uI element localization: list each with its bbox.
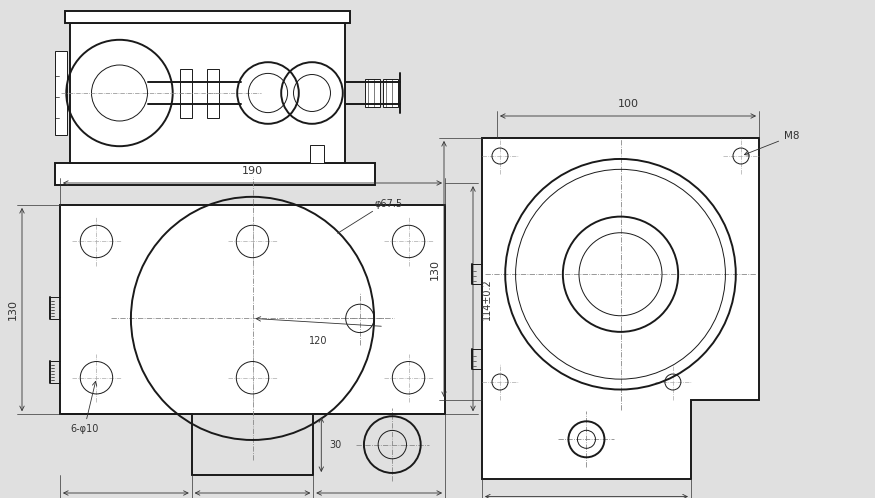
Text: 30: 30 xyxy=(329,440,341,450)
Bar xyxy=(65,11,350,23)
Bar xyxy=(207,69,219,118)
Text: φ67.5: φ67.5 xyxy=(374,199,402,209)
Text: 130: 130 xyxy=(430,258,440,279)
Bar xyxy=(365,79,380,107)
Text: 100: 100 xyxy=(618,99,639,109)
Text: 6-φ10: 6-φ10 xyxy=(70,381,98,434)
Text: 120: 120 xyxy=(309,337,327,347)
Polygon shape xyxy=(482,138,759,479)
Bar xyxy=(383,79,398,107)
Text: 114±0.2: 114±0.2 xyxy=(482,278,492,320)
Text: 130: 130 xyxy=(8,299,18,320)
Text: 190: 190 xyxy=(242,166,263,176)
Bar xyxy=(310,145,324,163)
Bar xyxy=(55,51,67,135)
Bar xyxy=(179,69,192,118)
Bar xyxy=(70,23,345,163)
Bar xyxy=(60,205,445,414)
Text: M8: M8 xyxy=(745,131,800,155)
Bar xyxy=(55,163,375,185)
